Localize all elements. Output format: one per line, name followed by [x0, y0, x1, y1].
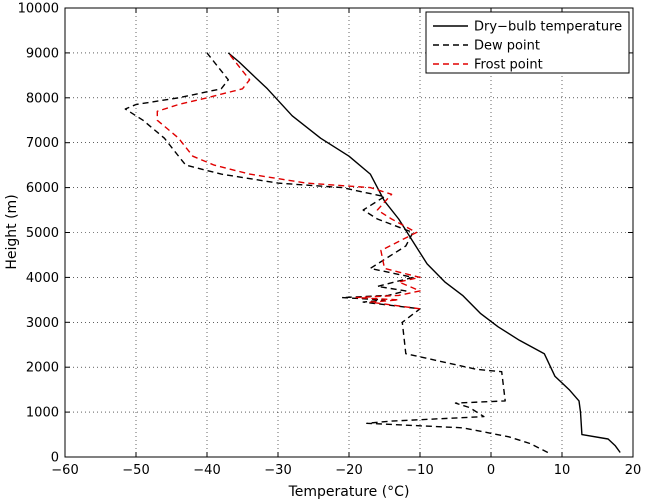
y-tick-label: 1000: [26, 406, 59, 421]
y-tick-label: 7000: [26, 136, 59, 151]
x-axis-title: Temperature (°C): [288, 484, 410, 500]
legend-label: Dry−bulb temperature: [474, 20, 622, 35]
grid: [65, 8, 633, 457]
x-tick-label: 20: [625, 463, 642, 478]
x-tick-label: −50: [122, 463, 149, 478]
x-tick-label: −30: [264, 463, 291, 478]
x-tick-label: −40: [193, 463, 220, 478]
y-tick-label: 5000: [26, 226, 59, 241]
y-tick-label: 4000: [26, 271, 59, 286]
legend-box: [425, 11, 630, 74]
x-tick-label: −20: [335, 463, 362, 478]
legend: Dry−bulb temperature Dew point Frost point: [425, 11, 630, 74]
y-tick-label: 10000: [18, 2, 59, 17]
x-tick-labels: −60 −50 −40 −30 −20 −10 0 10 20: [51, 463, 641, 478]
axis-ticks: [64, 7, 634, 458]
y-tick-label: 2000: [26, 361, 59, 376]
x-tick-label: −10: [406, 463, 433, 478]
series-line: [124, 52, 549, 454]
series-line: [227, 52, 621, 453]
y-tick-label: 8000: [26, 91, 59, 106]
series-line: [156, 52, 421, 310]
y-axis-title: Height (m): [4, 194, 20, 269]
series-group: [124, 52, 621, 454]
y-tick-labels: 0 1000 2000 3000 4000 5000 6000 7000 8000 9000 100…: [18, 2, 59, 466]
legend-label: Dew point: [474, 39, 540, 54]
y-tick-label: 6000: [26, 181, 59, 196]
x-tick-label: −60: [51, 463, 78, 478]
y-tick-label: 3000: [26, 316, 59, 331]
legend-label: Frost point: [474, 58, 543, 73]
x-tick-label: 0: [487, 463, 495, 478]
y-tick-label: 0: [51, 451, 59, 466]
y-tick-label: 9000: [26, 46, 59, 61]
x-tick-label: 10: [554, 463, 571, 478]
